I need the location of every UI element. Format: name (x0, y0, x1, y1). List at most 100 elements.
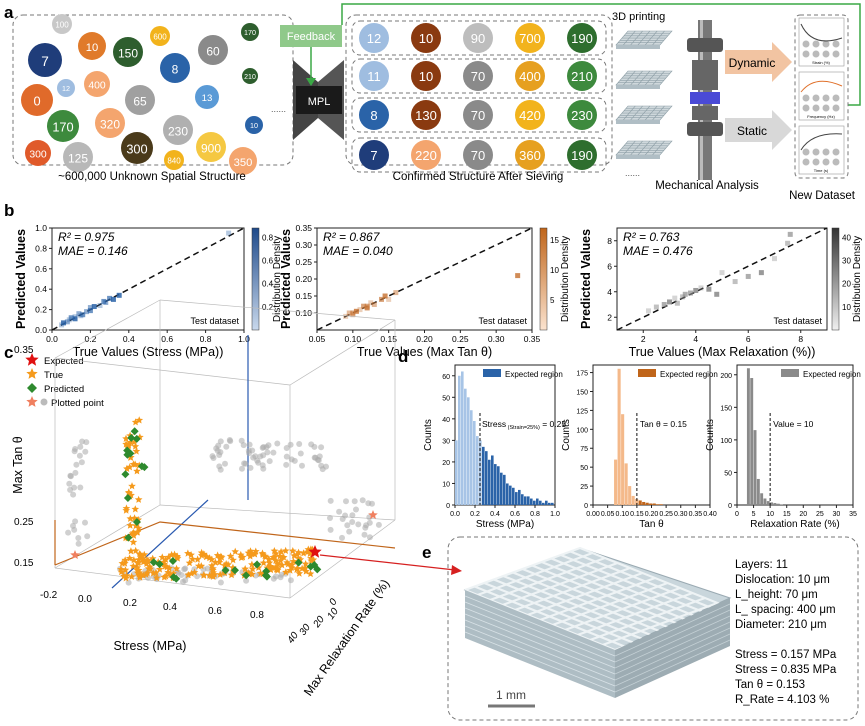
grey-point (216, 463, 223, 470)
y-tick-label: 0.20 (295, 274, 312, 284)
true-point (248, 565, 257, 573)
caption-unknown: ~600,000 Unknown Spatial Structure (58, 171, 246, 183)
true-point (146, 565, 155, 573)
predicted-point (306, 562, 315, 571)
scatter-point (361, 303, 367, 309)
histogram-bar (763, 498, 767, 505)
scatter-point (674, 300, 680, 306)
scatter-point (343, 313, 349, 319)
true-point (205, 571, 214, 579)
x-tick-label: 25 (816, 511, 824, 518)
true-point (185, 559, 194, 567)
grey-point (82, 519, 88, 526)
spec-line: L_height: 70 μm (735, 589, 818, 601)
scatter-point (368, 300, 374, 306)
x-tick-label: 0 (735, 511, 739, 518)
unknown-circle (95, 108, 125, 138)
row-circle-label: 360 (519, 148, 541, 163)
unknown-circle (150, 26, 170, 46)
mae-label: MAE = 0.146 (58, 244, 128, 258)
unknown-circle-label: 900 (201, 141, 221, 155)
mini-chart-dot (822, 50, 830, 58)
spec-line: Dislocation: 10 μm (735, 574, 830, 586)
unknown-circle-label: 10 (86, 42, 98, 54)
true-point (289, 557, 298, 565)
legend-swatch (483, 369, 501, 377)
panel-label-b: b (4, 201, 14, 220)
x-tick-label: 20 (799, 511, 807, 518)
true-point (248, 560, 256, 568)
predicted-point (140, 463, 149, 472)
histogram-bar (515, 492, 518, 505)
identity-line (51, 227, 245, 331)
grey-point (222, 460, 228, 467)
printing-label: 3D printing (612, 11, 665, 23)
x-tick-label: 10 (766, 511, 774, 518)
histogram-bar (488, 459, 491, 505)
histogram-bar (458, 375, 461, 505)
unknown-circle-label: 320 (100, 117, 120, 131)
lattice-layer (614, 609, 731, 663)
spec-line: Layers: 11 (735, 559, 788, 571)
histogram-bar (470, 410, 473, 505)
true-point (122, 434, 130, 442)
histogram-bar (485, 451, 488, 505)
true-point (287, 563, 296, 571)
true-point (188, 555, 197, 563)
grey-point (366, 514, 373, 521)
true-point (127, 547, 135, 555)
mini-chart-dot (832, 104, 840, 112)
true-point (131, 442, 140, 450)
structure-box (447, 536, 859, 721)
row-circle-label: 190 (571, 148, 593, 163)
unknown-circle-label: 60 (206, 44, 220, 58)
grey-point (257, 453, 264, 460)
scatter-point (80, 312, 86, 318)
x-tick-label: 0.0 (450, 511, 460, 518)
unknown-circle-label: 600 (153, 33, 167, 42)
unknown-circle (125, 85, 155, 115)
colorbar-tick: 0.2 (262, 303, 274, 312)
x-tick-label: 35 (849, 511, 857, 518)
z-tick-label: 0.15 (14, 558, 34, 569)
mpl-box (296, 86, 342, 114)
histogram-bar (500, 472, 503, 505)
mini-chart-dot (812, 50, 820, 58)
grey-point (65, 529, 72, 536)
true-point (117, 567, 126, 576)
true-point (244, 549, 253, 557)
grey-point (210, 455, 217, 461)
identity-line (616, 227, 828, 331)
grey-point (351, 498, 358, 505)
y-axis-label: Counts (423, 419, 434, 451)
grid-line (54, 567, 291, 599)
mini-chart-dot (822, 158, 830, 166)
new-dataset-charts: Strain (%) Frequency (Hz) Time (s) (798, 17, 845, 175)
x-tick-label: 0.0 (78, 594, 92, 605)
row-circle (515, 140, 545, 170)
grey-point (217, 579, 224, 586)
x-tick-label: 5 (752, 511, 756, 518)
true-point (149, 569, 158, 577)
row-box (351, 137, 607, 173)
grey-point (75, 535, 82, 541)
grey-point (327, 515, 333, 521)
grey-point (296, 441, 303, 447)
histogram-bar (473, 421, 476, 505)
scatter-point (706, 286, 712, 292)
colorbar-label: Distribution Density (852, 236, 863, 322)
y-tick-label: 30 (442, 438, 450, 445)
true-point (241, 565, 249, 573)
true-point (129, 528, 138, 536)
true-point (278, 561, 286, 569)
scatter-point (393, 290, 399, 296)
unknown-circle (47, 110, 79, 142)
unknown-circle (164, 150, 184, 170)
scatter-point (693, 287, 699, 293)
predicted-point (132, 434, 141, 443)
grey-point (226, 437, 233, 443)
legend-swatch (781, 369, 799, 377)
x-tick-label: 0.20 (645, 511, 659, 518)
unknown-circle-label: 0 (33, 94, 40, 109)
row-circle (411, 100, 441, 130)
